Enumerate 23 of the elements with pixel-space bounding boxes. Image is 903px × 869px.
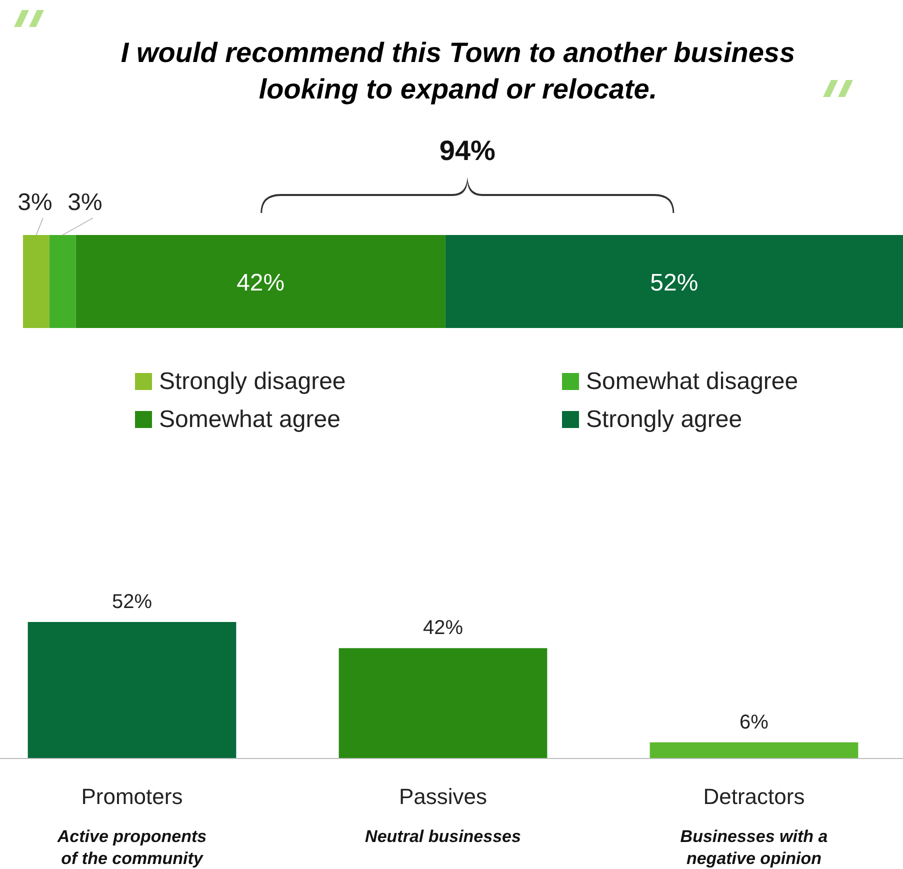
data-label: 6% xyxy=(740,711,769,734)
legend-label: Strongly agree xyxy=(586,406,742,433)
bar xyxy=(23,235,50,328)
data-label: 3% xyxy=(18,189,52,216)
text: Active proponents of the community xyxy=(56,827,207,868)
bar xyxy=(76,235,446,328)
legend-label: Strongly disagree xyxy=(159,368,346,395)
legend-label: Somewhat disagree xyxy=(586,368,798,395)
x-tick-label: Promoters xyxy=(81,784,183,809)
text: Businesses with a negative opinion xyxy=(680,827,828,868)
data-label: 42% xyxy=(422,617,464,640)
data-label: 52% xyxy=(650,270,698,296)
text: 94% xyxy=(439,135,496,166)
bar xyxy=(445,235,903,328)
chart-title: I would recommend this Town to another business looking to expand or relocate. xyxy=(120,37,796,104)
data-label: 3% xyxy=(68,189,102,216)
data-label: 52% xyxy=(112,591,152,613)
bar xyxy=(49,235,76,328)
text: Neutral businesses xyxy=(365,827,521,846)
x-tick-label: Passives xyxy=(398,784,488,809)
legend-label: Somewhat agree xyxy=(159,406,340,433)
x-tick-label: Detractors xyxy=(703,784,805,809)
data-label: 42% xyxy=(236,270,285,296)
